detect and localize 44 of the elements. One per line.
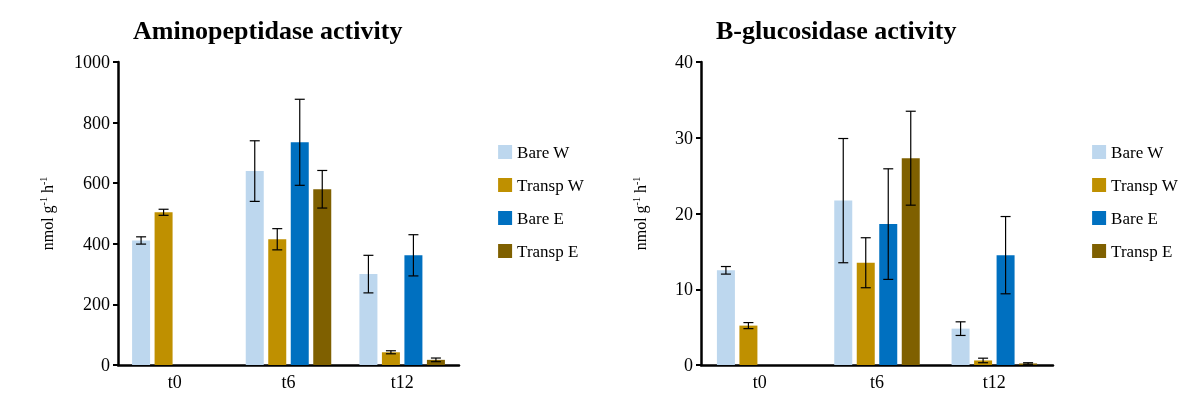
x-tick-label: t6 [281, 372, 296, 392]
bar [154, 212, 173, 365]
chart-title: Aminopeptidase activity [133, 15, 403, 45]
bar [132, 240, 151, 365]
x-tick-label: t6 [869, 372, 885, 392]
y-tick-label: 400 [83, 233, 110, 254]
chart-title: B-glucosidase activity [716, 15, 957, 45]
bar [359, 274, 378, 365]
y-tick-label: 200 [83, 294, 110, 315]
bar [879, 224, 898, 365]
bar [716, 270, 735, 365]
legend-label: Transp W [517, 175, 585, 195]
x-tick-label: t12 [390, 372, 414, 392]
y-tick-label: 10 [675, 279, 693, 300]
bar [245, 171, 264, 365]
legend-label: Bare W [1111, 142, 1165, 162]
y-tick-label: 20 [675, 203, 693, 224]
bar [404, 255, 423, 365]
bar [268, 239, 287, 365]
legend-label: Bare E [517, 208, 564, 228]
y-tick-label: 600 [83, 173, 110, 194]
y-tick-label: 0 [101, 355, 110, 375]
bar [739, 325, 758, 365]
x-tick-label: t0 [167, 372, 182, 392]
x-tick-label: t0 [752, 372, 767, 392]
y-tick-label: 40 [675, 52, 693, 72]
x-tick-label: t12 [982, 372, 1006, 392]
legend-label: Bare E [1111, 208, 1158, 228]
y-tick-label: 1000 [74, 52, 110, 72]
bar [856, 262, 875, 365]
legend-label: Transp E [517, 241, 579, 261]
bar [901, 158, 920, 365]
legend-label: Transp W [1111, 175, 1179, 195]
y-tick-label: 800 [83, 112, 110, 133]
bar [951, 328, 970, 365]
bar [381, 352, 400, 365]
bar [313, 189, 332, 365]
bar [996, 255, 1015, 365]
legend-label: Bare W [517, 142, 571, 162]
legend-label: Transp E [1111, 241, 1173, 261]
y-tick-label: 0 [684, 355, 693, 375]
bar [290, 142, 309, 365]
bar [834, 200, 853, 365]
y-tick-label: 30 [675, 127, 693, 148]
